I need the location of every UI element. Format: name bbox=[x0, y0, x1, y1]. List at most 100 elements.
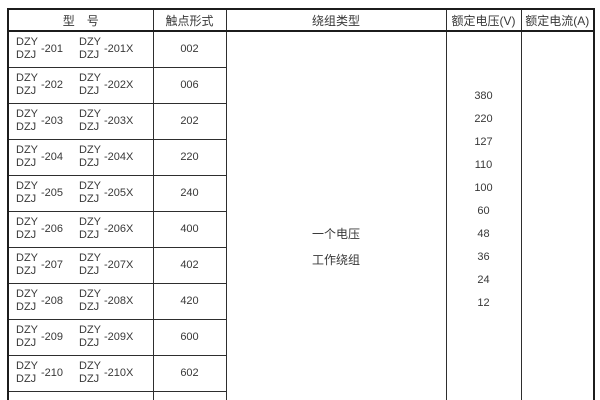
model-base: DZY DZJ -205 bbox=[16, 180, 79, 206]
model-series-dzy: DZY bbox=[16, 108, 38, 120]
contact-form-cell: 240 bbox=[152, 174, 227, 212]
model-series-dzy: DZY bbox=[79, 144, 101, 156]
model-variant-suffix: -208X bbox=[104, 295, 134, 307]
model-series-dzj: DZJ bbox=[79, 85, 100, 97]
table-body: DZY DZJ -201 DZY DZJ -201X 002 一个电压工作绕组 3… bbox=[7, 30, 595, 400]
contact-form-cell: 602 bbox=[152, 354, 227, 392]
contact-form-cell: 600 bbox=[152, 318, 227, 356]
model-series-stack: DZY DZJ bbox=[79, 180, 101, 206]
table-row: DZY DZJ -207 DZY DZJ -207X 402 bbox=[7, 246, 594, 284]
model-series-stack: DZY DZJ bbox=[16, 180, 38, 206]
model-base: DZY DZJ -210 bbox=[16, 360, 79, 386]
model-variant: DZY DZJ -203X bbox=[79, 108, 133, 134]
model-base-suffix: -203 bbox=[41, 115, 64, 127]
contact-form-cell: 002 bbox=[152, 30, 227, 68]
model-base: DZY DZJ -206 bbox=[16, 216, 79, 242]
model-series-stack: DZY DZJ bbox=[79, 144, 101, 170]
model-series-dzy: DZY bbox=[16, 252, 38, 264]
model-variant-suffix: -201X bbox=[104, 43, 134, 56]
model-variant: DZY DZJ -208X bbox=[79, 288, 133, 314]
header-rated-current: 额定电流(A) bbox=[520, 8, 595, 32]
model-variant-suffix: -209X bbox=[104, 331, 134, 343]
model-series-dzj: DZJ bbox=[79, 49, 100, 62]
model-variant-suffix: -202X bbox=[104, 79, 134, 91]
model-series-stack: DZY DZJ bbox=[79, 324, 101, 350]
model-series-stack: DZY DZJ bbox=[79, 108, 101, 134]
rated-voltage-cell: 380 220 127 110 100 60 48 36 24 12 bbox=[445, 30, 522, 400]
model-base-suffix: -202 bbox=[41, 79, 64, 91]
contact-form-cell bbox=[152, 390, 227, 400]
model-cell: DZY DZJ -210 DZY DZJ -210X bbox=[7, 354, 154, 392]
table-row: DZY DZJ -205 DZY DZJ -205X 240 bbox=[7, 174, 594, 212]
contact-form-cell: 420 bbox=[152, 282, 227, 320]
model-base: DZY DZJ -207 bbox=[16, 252, 79, 278]
model-series-dzy: DZY bbox=[16, 288, 38, 300]
model-base-suffix: -201 bbox=[41, 43, 64, 56]
model-series-dzy: DZY bbox=[79, 180, 101, 192]
model-series-dzj: DZJ bbox=[79, 193, 100, 205]
model-series-stack: DZY DZJ bbox=[79, 252, 101, 278]
model-series-dzy: DZY bbox=[16, 180, 38, 192]
model-cell: DZY DZJ -203 DZY DZJ -203X bbox=[7, 102, 154, 140]
model-series-stack: DZY DZJ bbox=[79, 216, 101, 242]
model-base: DZY DZJ -201 bbox=[16, 36, 79, 62]
table-row: DZY DZJ -203 DZY DZJ -203X 202 bbox=[7, 102, 594, 140]
model-base-suffix: -205 bbox=[41, 187, 64, 199]
model-base: DZY DZJ -204 bbox=[16, 144, 79, 170]
model-series-dzy: DZY bbox=[79, 252, 101, 264]
contact-form-cell: 402 bbox=[152, 246, 227, 284]
winding-type-line: 一个电压 bbox=[311, 227, 360, 241]
table-row: DZY DZJ -208 DZY DZJ -208X 420 bbox=[7, 282, 594, 320]
rated-voltage-value: 127 bbox=[474, 136, 493, 148]
model-series-stack: DZY DZJ bbox=[16, 252, 38, 278]
model-series-stack: DZY DZJ bbox=[16, 360, 38, 386]
model-series-dzy: DZY bbox=[79, 360, 101, 372]
winding-type-line: 工作绕组 bbox=[311, 253, 360, 267]
model-series-dzy: DZY bbox=[16, 36, 38, 49]
model-series-dzj: DZJ bbox=[16, 121, 37, 133]
model-variant: DZY DZJ -207X bbox=[79, 252, 133, 278]
model-series-stack: DZY DZJ bbox=[16, 324, 38, 350]
model-variant: DZY DZJ -201X bbox=[79, 36, 133, 62]
model-cell: DZY DZJ -207 DZY DZJ -207X bbox=[7, 246, 154, 284]
model-base-suffix: -207 bbox=[41, 259, 64, 271]
rated-voltage-value: 36 bbox=[477, 251, 490, 263]
model-series-dzj: DZJ bbox=[16, 85, 37, 97]
model-base: DZY DZJ -202 bbox=[16, 72, 79, 98]
model-series-dzj: DZJ bbox=[16, 301, 37, 313]
model-variant: DZY DZJ -210X bbox=[79, 360, 133, 386]
model-series-stack: DZY DZJ bbox=[16, 72, 38, 98]
model-series-dzj: DZJ bbox=[79, 157, 100, 169]
model-base-suffix: -209 bbox=[41, 331, 64, 343]
rated-voltage-value: 110 bbox=[474, 159, 493, 171]
model-series-dzj: DZJ bbox=[16, 337, 37, 349]
model-series-dzj: DZJ bbox=[79, 121, 100, 133]
model-series-dzj: DZJ bbox=[16, 157, 37, 169]
model-variant-suffix: -206X bbox=[104, 223, 134, 235]
model-cell: DZY DZJ -201 DZY DZJ -201X bbox=[7, 30, 154, 68]
model-series-dzy: DZY bbox=[79, 36, 101, 49]
rated-current-cell bbox=[520, 30, 595, 400]
model-base: DZY DZJ -208 bbox=[16, 288, 79, 314]
table-header: 型 号 触点形式 绕组类型 额定电压(V) 额定电流(A) bbox=[7, 8, 595, 32]
model-series-stack: DZY DZJ bbox=[79, 288, 101, 314]
model-base-suffix: -204 bbox=[41, 151, 64, 163]
model-series-dzy: DZY bbox=[79, 288, 101, 300]
model-series-dzy: DZY bbox=[79, 108, 101, 120]
table-row: DZY DZJ -206 DZY DZJ -206X 400 bbox=[7, 210, 594, 248]
model-variant-suffix: -210X bbox=[104, 367, 134, 379]
relay-spec-table: 型 号 触点形式 绕组类型 额定电压(V) 额定电流(A) DZY DZJ -2… bbox=[7, 8, 595, 400]
model-series-stack: DZY DZJ bbox=[16, 108, 38, 134]
model-series-stack: DZY DZJ bbox=[16, 216, 38, 242]
model-variant-suffix: -205X bbox=[104, 187, 134, 199]
model-base-suffix: -206 bbox=[41, 223, 64, 235]
model-variant: DZY DZJ -202X bbox=[79, 72, 133, 98]
model-series-stack: DZY DZJ bbox=[79, 36, 101, 62]
model-series-dzj: DZJ bbox=[79, 229, 100, 241]
model-series-dzy: DZY bbox=[16, 216, 38, 228]
contact-form-cell: 220 bbox=[152, 138, 227, 176]
table-row: DZY DZJ -201 DZY DZJ -201X 002 一个电压工作绕组 3… bbox=[7, 30, 595, 400]
model-series-dzj: DZJ bbox=[79, 301, 100, 313]
header-rated-voltage: 额定电压(V) bbox=[445, 8, 522, 32]
